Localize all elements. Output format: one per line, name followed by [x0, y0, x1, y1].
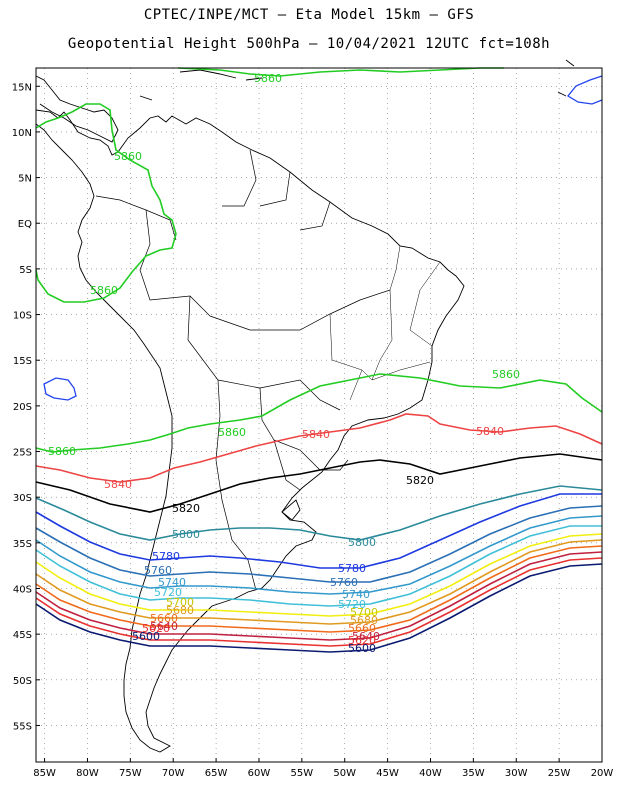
state-borders	[329, 245, 441, 401]
label-5740-east: 5740	[342, 588, 370, 601]
tick-label-lat: 50S	[13, 676, 32, 687]
tick-label-lat: 5N	[18, 174, 32, 185]
label-5820-west: 5820	[172, 502, 200, 515]
contour-5720	[35, 525, 602, 607]
label-5660-west: 5660	[150, 612, 178, 625]
tick-label-lon: 35W	[462, 768, 485, 779]
chart-title-line2: Geopotential Height 500hPa – 10/04/2021 …	[67, 36, 551, 52]
contour-labels: 5860 5860 5860 5860 5860 5860 5840 5840 …	[48, 72, 520, 655]
label-5800-east: 5800	[348, 536, 376, 549]
contour-5800	[35, 485, 603, 541]
contour-layer	[35, 67, 603, 653]
label-5600-east: 5600	[348, 642, 376, 655]
grid-lines	[36, 68, 603, 762]
tick-label-lat: 35S	[13, 539, 32, 550]
label-5700-east: 5700	[350, 606, 378, 619]
label-5720-west: 5720	[154, 586, 182, 599]
tick-label-lat: 45S	[13, 630, 32, 641]
label-5640-west: 5640	[150, 620, 178, 633]
tick-label-lat: 15S	[13, 356, 32, 367]
caribbean-islands	[139, 59, 575, 101]
label-5600-west: 5600	[132, 630, 160, 643]
label-5760-west: 5760	[144, 564, 172, 577]
tick-label-lon: 65W	[205, 768, 228, 779]
label-5840-west: 5840	[104, 478, 132, 491]
label-5860-east: 5860	[492, 368, 520, 381]
blue-contour-northeast	[567, 75, 603, 105]
label-5620-west: 5620	[142, 622, 170, 635]
label-5860-west: 5860	[90, 284, 118, 297]
contour-5860-west	[35, 103, 177, 303]
tick-label-lat: 55S	[13, 721, 32, 732]
contour-5740	[35, 515, 603, 595]
label-5820-east: 5820	[406, 474, 434, 487]
label-5840-central: 5840	[302, 428, 330, 441]
tick-label-lat: 10S	[13, 311, 32, 322]
label-5680-west: 5680	[166, 604, 194, 617]
tick-label-lon: 75W	[119, 768, 142, 779]
label-5860-central: 5860	[218, 426, 246, 439]
label-5840-east: 5840	[476, 425, 504, 438]
label-5660-east: 5660	[348, 622, 376, 635]
label-5620-east: 5620	[348, 634, 376, 647]
contour-5760	[35, 505, 603, 583]
tick-label-lon: 45W	[376, 768, 399, 779]
tick-label-lon: 20W	[591, 768, 614, 779]
blue-closed-contour-west	[43, 377, 77, 401]
country-borders	[95, 149, 391, 591]
contour-5780	[35, 493, 602, 569]
central-america-coast	[35, 75, 119, 143]
south-america-coastline	[35, 109, 465, 753]
tick-label-lat: 5S	[19, 265, 32, 276]
tick-label-lon: 85W	[33, 768, 56, 779]
axis-ticks: 85W 80W 75W 70W 65W 60W 55W 50W 45W 40W 35W 30W 25W 2…	[12, 82, 614, 779]
tick-label-lon: 55W	[291, 768, 314, 779]
label-5780-east: 5780	[338, 562, 366, 575]
contour-5860-south	[35, 373, 603, 453]
tick-label-lon: 60W	[248, 768, 271, 779]
tick-label-lon: 30W	[505, 768, 528, 779]
tick-label-lat: EQ	[18, 219, 32, 230]
tick-label-lat: 10N	[12, 128, 32, 139]
lagoon-uruguay	[281, 499, 301, 521]
label-5860-north: 5860	[254, 72, 282, 85]
label-5780-west: 5780	[152, 550, 180, 563]
map-frame	[35, 67, 603, 763]
tick-label-lon: 25W	[548, 768, 571, 779]
label-5700-west: 5700	[166, 596, 194, 609]
tick-label-lat: 25S	[13, 448, 32, 459]
contour-5600	[35, 563, 603, 653]
tick-label-lon: 40W	[419, 768, 442, 779]
tick-label-lon: 50W	[333, 768, 356, 779]
label-5760-east: 5760	[330, 576, 358, 589]
tick-label-lat: 40S	[13, 585, 32, 596]
contour-5660	[35, 545, 603, 633]
label-5860-nw: 5860	[114, 150, 142, 163]
contour-5640	[35, 551, 603, 641]
tick-label-lon: 70W	[162, 768, 185, 779]
label-5680-east: 5680	[350, 614, 378, 627]
contour-5680	[35, 539, 603, 625]
label-5740-west: 5740	[158, 576, 186, 589]
contour-5820	[35, 453, 603, 513]
tick-label-lon: 80W	[76, 768, 99, 779]
label-5800-west: 5800	[172, 528, 200, 541]
tick-label-lat: 20S	[13, 402, 32, 413]
coastline-layer	[35, 59, 575, 753]
tick-label-lat: 30S	[13, 493, 32, 504]
label-5860-sw: 5860	[48, 445, 76, 458]
chart-title-line1: CPTEC/INPE/MCT – Eta Model 15km – GFS	[143, 7, 475, 23]
label-5640-east: 5640	[352, 630, 380, 643]
tick-label-lat: 15N	[12, 82, 32, 93]
label-5720-east: 5720	[338, 598, 366, 611]
contour-5860-north	[177, 67, 504, 77]
contour-5620	[35, 557, 603, 647]
contour-5840	[35, 413, 603, 483]
contour-5700	[35, 533, 603, 617]
